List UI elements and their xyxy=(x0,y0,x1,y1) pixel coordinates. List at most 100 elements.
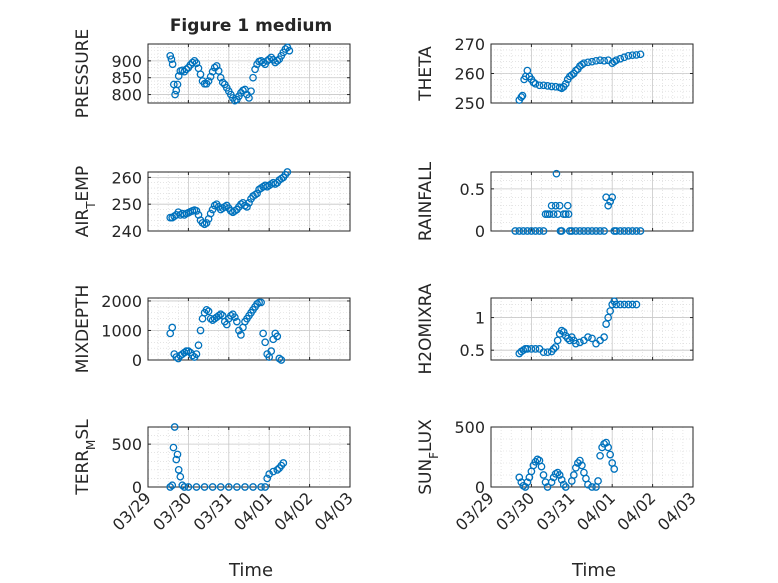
data-point xyxy=(628,300,637,309)
x-tick-label: 04/02 xyxy=(613,488,659,534)
data-point xyxy=(592,227,600,235)
data-point xyxy=(174,72,183,80)
axes-box xyxy=(490,171,694,232)
data-point xyxy=(543,483,552,491)
y-tick-label: 0 xyxy=(475,478,485,497)
data-point xyxy=(202,219,211,227)
data-point xyxy=(216,73,225,82)
y-tick-label: 260 xyxy=(454,65,485,84)
data-point xyxy=(547,82,556,91)
data-point xyxy=(169,443,178,452)
y-tick-label: 500 xyxy=(454,418,485,437)
data-point xyxy=(188,351,197,360)
data-point xyxy=(620,53,629,62)
data-point xyxy=(214,311,223,320)
y-tick-label: 500 xyxy=(111,435,142,454)
y-tick-label: 0 xyxy=(132,351,142,370)
data-point xyxy=(555,201,564,210)
data-point xyxy=(249,73,257,82)
data-point xyxy=(226,311,235,320)
x-tick-label: 03/30 xyxy=(492,488,538,534)
x-tick-label: 04/01 xyxy=(230,488,276,534)
axes-box xyxy=(490,297,694,361)
data-point xyxy=(194,341,203,350)
y-axis-label: H2OMIXRA xyxy=(416,283,436,374)
y-axis-label: RAINFALL xyxy=(416,161,436,241)
panel-air-temp: 240 250 260 AIRTEMP xyxy=(73,166,351,241)
data-point xyxy=(261,483,270,491)
data-point xyxy=(616,227,625,235)
data-point xyxy=(192,350,201,358)
y-tick-label: 240 xyxy=(111,222,142,241)
data-point xyxy=(606,450,615,459)
data-point xyxy=(257,483,265,491)
data-point xyxy=(224,483,233,491)
data-point xyxy=(539,348,548,357)
data-point xyxy=(184,483,193,491)
data-point xyxy=(594,477,602,485)
data-point xyxy=(259,329,267,338)
data-point xyxy=(259,58,267,67)
data-point xyxy=(567,227,576,235)
y-tick-label: 260 xyxy=(111,168,142,187)
data-point xyxy=(273,466,282,474)
data-point xyxy=(596,56,604,65)
y-tick-label: 800 xyxy=(111,86,142,105)
plot-area xyxy=(491,172,693,231)
panel-sun-flux: 0500SUNFLUX03/2903/3003/3104/0104/0204/0… xyxy=(416,418,700,534)
data-point xyxy=(624,51,633,60)
data-point xyxy=(263,474,272,483)
data-point xyxy=(636,227,645,235)
data-point xyxy=(578,461,586,470)
data-point xyxy=(584,227,592,235)
y-axis-label: PRESSURE xyxy=(73,29,93,118)
data-point xyxy=(632,51,641,59)
data-point xyxy=(170,423,179,431)
y-tick-label: 250 xyxy=(454,94,485,113)
data-point xyxy=(549,210,558,218)
data-point xyxy=(275,354,284,363)
data-point xyxy=(555,471,564,479)
data-point xyxy=(173,450,182,459)
data-point xyxy=(571,227,580,235)
panel-terr-msl: 0500TERRMSL03/2903/3003/3104/0104/0204/0… xyxy=(73,419,357,535)
data-point xyxy=(596,451,604,460)
data-point xyxy=(543,348,552,357)
data-point xyxy=(172,353,181,361)
data-point xyxy=(580,59,588,68)
x-tick-label: 03/31 xyxy=(190,488,236,534)
data-point xyxy=(527,227,536,235)
y-tick-label: 0 xyxy=(475,222,485,241)
data-point xyxy=(166,483,175,491)
panel-theta: 250 260 270 THETA xyxy=(416,35,694,113)
data-point xyxy=(527,345,536,353)
data-point xyxy=(539,471,548,479)
data-point xyxy=(249,483,257,491)
y-tick-label: 270 xyxy=(454,35,485,54)
data-point xyxy=(551,201,560,210)
data-point xyxy=(182,65,191,74)
axes-box xyxy=(147,297,351,361)
data-point xyxy=(624,227,633,235)
data-point xyxy=(515,473,524,482)
axes-box xyxy=(147,171,351,232)
data-point xyxy=(180,483,189,491)
data-point xyxy=(283,168,292,176)
y-tick-label: 0.5 xyxy=(460,341,485,360)
data-point xyxy=(523,345,532,353)
data-point xyxy=(188,58,197,67)
x-tick-label: 04/02 xyxy=(270,488,316,534)
data-point xyxy=(267,347,276,355)
data-point xyxy=(214,67,223,75)
x-tick-label: 03/30 xyxy=(149,488,195,534)
data-point xyxy=(192,207,201,215)
data-point xyxy=(539,81,548,90)
data-point xyxy=(208,205,217,214)
data-point xyxy=(636,50,645,59)
y-axis-label: MIXDEPTH xyxy=(73,285,93,374)
data-point xyxy=(602,320,610,328)
data-point xyxy=(564,210,573,218)
data-point xyxy=(584,333,592,342)
data-point xyxy=(612,56,621,65)
